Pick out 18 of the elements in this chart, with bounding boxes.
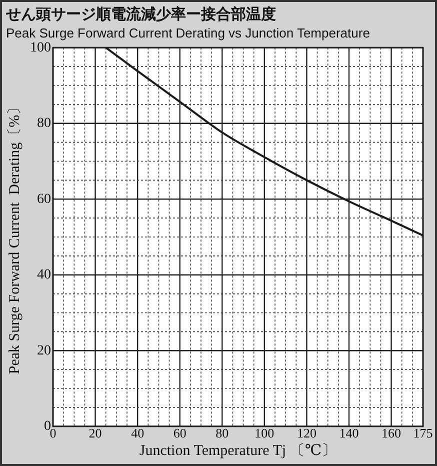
x-tick-label: 40 (131, 426, 144, 441)
y-axis-title: Peak Surge Forward Current Derating〔%〕 (6, 100, 23, 374)
x-axis-title: Junction Temperature Tj 〔℃〕 (139, 442, 337, 459)
x-tick-label: 60 (173, 426, 186, 441)
x-tick-label: 140 (339, 426, 359, 441)
y-tick-label: 20 (37, 343, 51, 358)
y-tick-label: 60 (37, 192, 51, 207)
x-tick-label: 175 (413, 426, 433, 441)
y-tick-label: 80 (37, 116, 51, 132)
x-tick-label: 120 (296, 426, 316, 441)
x-tick-label: 80 (216, 426, 229, 441)
x-tick-label: 160 (382, 426, 402, 441)
chart-title: せん頭サージ順電流減少率ー接合部温度 (5, 5, 276, 24)
y-tick-label: 100 (30, 40, 51, 56)
x-tick-label: 20 (88, 426, 102, 441)
y-tick-label: 40 (37, 268, 51, 283)
chart-subtitle: Peak Surge Forward Current Derating vs Junction Temperature (6, 25, 370, 40)
x-tick-label: 100 (254, 426, 274, 441)
